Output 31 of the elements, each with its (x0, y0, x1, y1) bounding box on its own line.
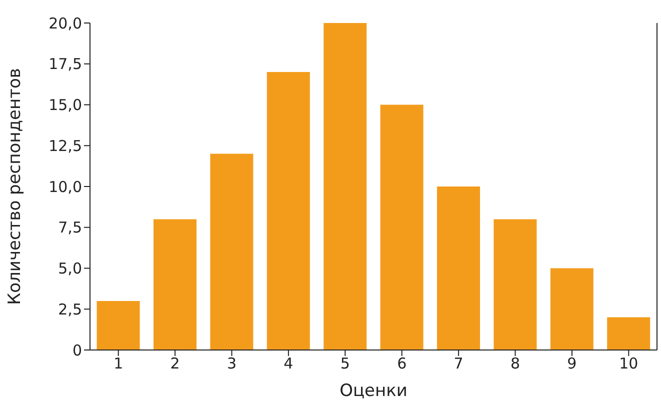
bar (96, 300, 140, 350)
y-tick-label: 7,5 (58, 218, 82, 237)
x-tick-label: 9 (567, 354, 577, 373)
x-axis-title: Оценки (340, 381, 408, 401)
bar (494, 219, 537, 350)
bar (266, 72, 310, 350)
y-tick-label: 17,5 (48, 55, 82, 74)
bar (550, 268, 594, 350)
y-tick-label: 20,0 (48, 14, 82, 32)
x-tick-label: 6 (397, 354, 407, 373)
x-tick-label: 7 (454, 354, 464, 373)
y-tick-label: 10,0 (48, 178, 82, 196)
bar (437, 186, 480, 350)
y-tick-label: 2,5 (58, 300, 82, 318)
x-tick-label: 5 (340, 354, 350, 373)
x-tick-label: 2 (170, 354, 180, 373)
y-tick-label: 0 (72, 341, 82, 360)
x-tick-label: 3 (226, 354, 237, 373)
bar (210, 154, 254, 350)
y-tick-label: 5,0 (58, 260, 82, 278)
x-tick-label: 4 (284, 354, 294, 373)
x-tick-label: 8 (510, 354, 520, 373)
bar (154, 219, 197, 350)
y-tick-label: 15,0 (48, 96, 82, 114)
y-tick-label: 12,5 (48, 136, 82, 155)
bar (380, 104, 424, 350)
x-tick-label: 10 (619, 354, 638, 373)
bar (324, 23, 367, 350)
bar (607, 317, 650, 350)
y-axis-title: Количество респондентов (5, 68, 26, 305)
x-tick-label: 1 (114, 354, 124, 373)
